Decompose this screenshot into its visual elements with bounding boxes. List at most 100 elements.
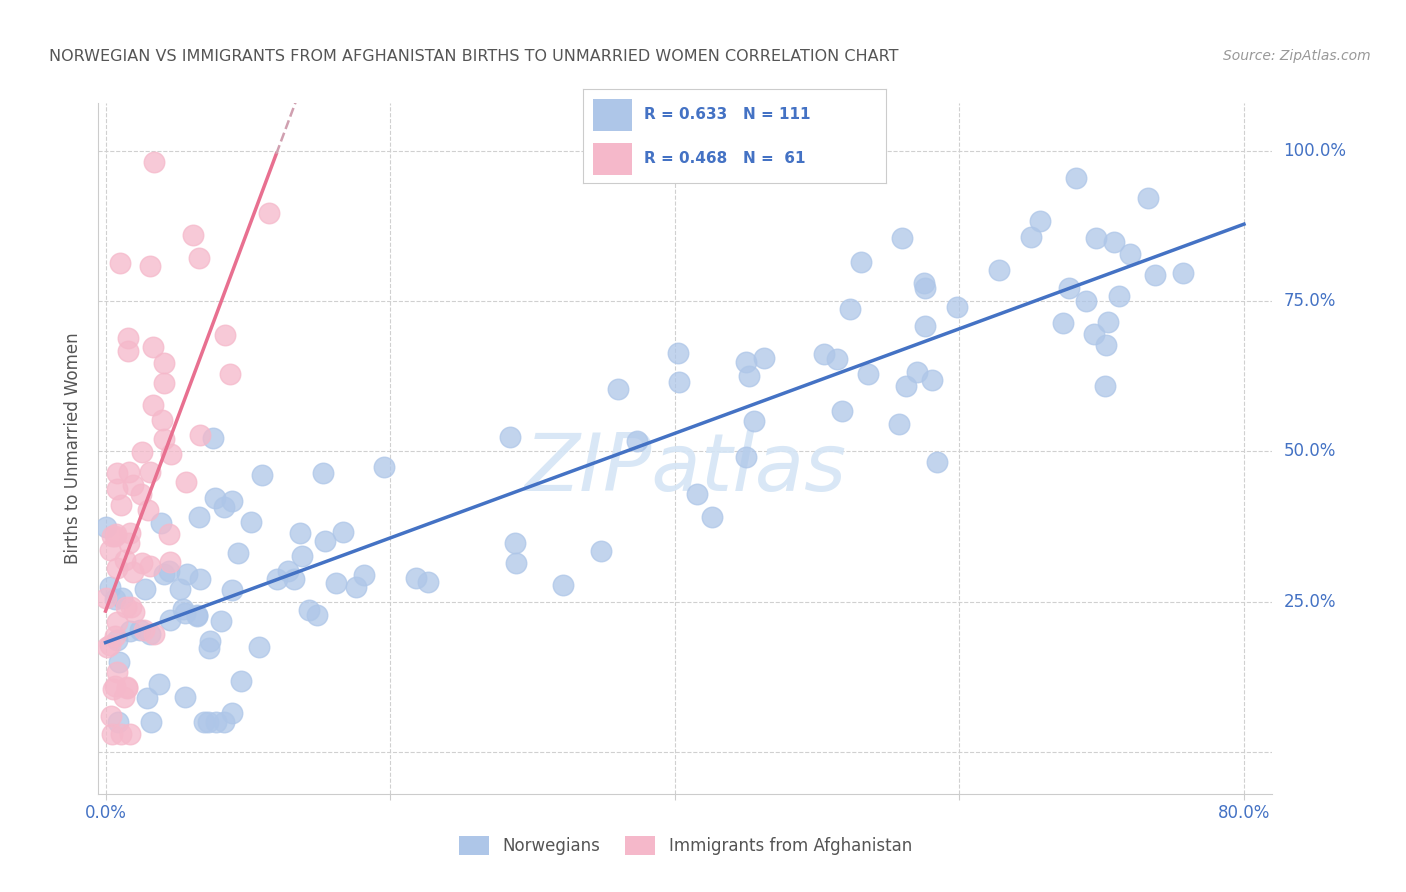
Point (118, 624, 141, 638)
Point (197, 641, 219, 656)
Point (122, 565, 145, 579)
Point (111, 591, 134, 605)
Point (108, 655, 131, 669)
Point (159, 613, 181, 627)
Point (849, 254, 872, 268)
Point (139, 627, 162, 641)
Point (142, 627, 165, 641)
Point (1019, 229, 1042, 244)
Point (1084, 231, 1107, 245)
Point (405, 571, 427, 585)
Point (153, 376, 176, 390)
Point (1057, 280, 1080, 294)
Point (266, 572, 288, 586)
Point (252, 468, 274, 483)
Point (120, 599, 142, 614)
Point (118, 536, 141, 550)
Point (104, 680, 127, 694)
Point (503, 536, 526, 550)
Point (231, 674, 253, 689)
Text: 75.0%: 75.0% (1284, 292, 1336, 310)
Point (188, 509, 211, 524)
Point (105, 615, 128, 630)
Point (110, 498, 132, 512)
Point (157, 527, 180, 541)
Point (105, 527, 128, 541)
Point (226, 546, 249, 560)
Point (946, 300, 969, 314)
Point (150, 413, 173, 427)
Point (734, 450, 756, 464)
Y-axis label: Births to Unmarried Women: Births to Unmarried Women (65, 333, 83, 564)
Point (212, 714, 235, 729)
Point (894, 379, 917, 393)
FancyBboxPatch shape (592, 143, 631, 176)
Text: R = 0.633   N = 111: R = 0.633 N = 111 (644, 107, 810, 122)
Point (1052, 316, 1074, 330)
Point (174, 475, 197, 490)
Point (239, 516, 262, 530)
Point (912, 276, 935, 290)
Point (499, 430, 522, 444)
Point (813, 347, 835, 361)
Point (98, 543, 121, 558)
Point (173, 606, 195, 620)
Point (744, 414, 766, 428)
Point (221, 494, 243, 508)
Point (305, 608, 328, 623)
Point (112, 690, 135, 704)
Point (1108, 288, 1130, 302)
Point (174, 690, 197, 704)
Point (120, 727, 142, 741)
Point (283, 572, 305, 586)
Point (122, 477, 145, 491)
Point (94, 591, 117, 605)
Point (914, 319, 936, 334)
Point (416, 575, 439, 590)
Point (110, 256, 132, 270)
Point (100, 727, 122, 741)
Point (139, 558, 162, 573)
Point (181, 228, 204, 243)
Point (107, 714, 129, 729)
Point (221, 706, 243, 721)
Point (190, 572, 212, 586)
Point (825, 352, 848, 367)
Point (159, 447, 181, 461)
Point (187, 251, 209, 265)
Point (686, 486, 709, 500)
Point (129, 487, 152, 501)
Point (626, 434, 648, 448)
Point (105, 482, 128, 496)
Point (139, 465, 162, 479)
Point (110, 727, 132, 741)
Point (257, 205, 280, 219)
Point (738, 369, 761, 384)
Point (117, 681, 139, 696)
Point (311, 467, 333, 481)
Point (153, 356, 176, 370)
Point (118, 525, 141, 540)
Point (1119, 247, 1142, 261)
Point (100, 709, 122, 723)
Point (98, 580, 121, 594)
Text: R = 0.468   N =  61: R = 0.468 N = 61 (644, 152, 806, 167)
Point (1104, 235, 1126, 249)
Text: NORWEGIAN VS IMMIGRANTS FROM AFGHANISTAN BIRTHS TO UNMARRIED WOMEN CORRELATION C: NORWEGIAN VS IMMIGRANTS FROM AFGHANISTAN… (49, 49, 898, 64)
Text: Source: ZipAtlas.com: Source: ZipAtlas.com (1223, 49, 1371, 63)
Point (325, 576, 347, 591)
Point (105, 665, 128, 679)
Point (505, 556, 527, 570)
Point (277, 564, 299, 578)
Point (176, 566, 198, 581)
Point (117, 344, 139, 359)
Point (105, 633, 128, 648)
Point (214, 327, 236, 342)
Point (1171, 266, 1194, 280)
Point (702, 509, 724, 524)
Point (666, 346, 689, 360)
Point (668, 376, 690, 390)
Point (197, 714, 219, 729)
Point (247, 640, 270, 654)
Point (115, 680, 138, 694)
